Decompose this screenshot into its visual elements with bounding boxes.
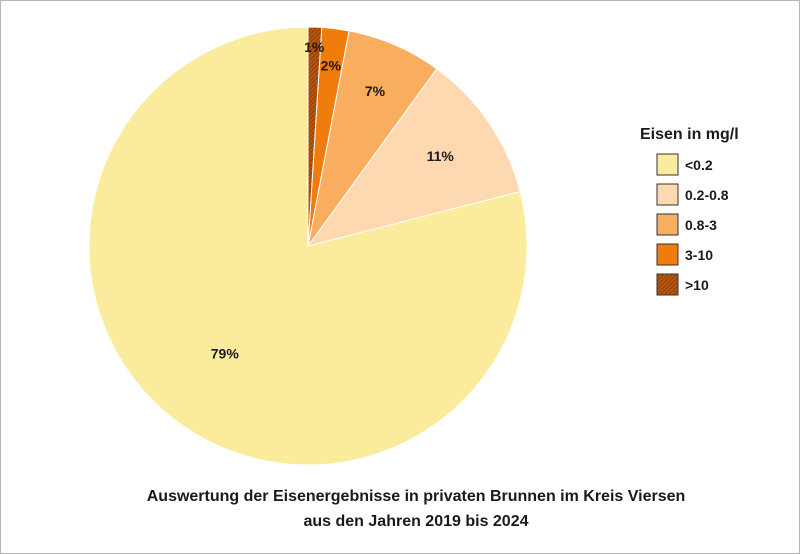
legend-label-0-8-3: 0.8-3 [685, 217, 717, 233]
slice-label-0-8-3: 7% [365, 83, 386, 99]
pie-slices [88, 26, 528, 466]
legend-label-0-2-0-8: 0.2-0.8 [685, 187, 729, 203]
legend-label-3-10: 3-10 [685, 247, 713, 263]
legend-swatch-gt-10 [656, 273, 679, 296]
legend-title: Eisen in mg/l [640, 126, 739, 143]
legend-label-gt-10: >10 [685, 277, 709, 293]
slice-label-3-10: 2% [321, 58, 342, 74]
pie-value-labels: 79% 11% 7% 2% 1% [211, 39, 455, 361]
legend-label-lt-0-2: <0.2 [685, 157, 713, 173]
slice-label-0-2-0-8: 11% [427, 148, 455, 164]
chart-caption-line-2: aus den Jahren 2019 bis 2024 [303, 513, 528, 530]
pie-slice-0-2-0-8 [306, 68, 521, 247]
legend-swatch-0-2-0-8 [656, 183, 679, 206]
chart-caption-line-1: Auswertung der Eisenergebnisse in privat… [147, 488, 686, 505]
slice-label-lt-0-2: 79% [211, 345, 240, 361]
legend-swatch-0-8-3 [656, 213, 679, 236]
legend-swatch-3-10 [656, 243, 679, 266]
pie-slice-gt-10 [307, 26, 323, 247]
legend: Eisen in mg/l <0.2 0.2-0.8 0.8-3 3-10 >10 [640, 126, 739, 296]
legend-swatch-lt-0-2 [656, 153, 679, 176]
slice-label-gt-10: 1% [304, 39, 325, 55]
